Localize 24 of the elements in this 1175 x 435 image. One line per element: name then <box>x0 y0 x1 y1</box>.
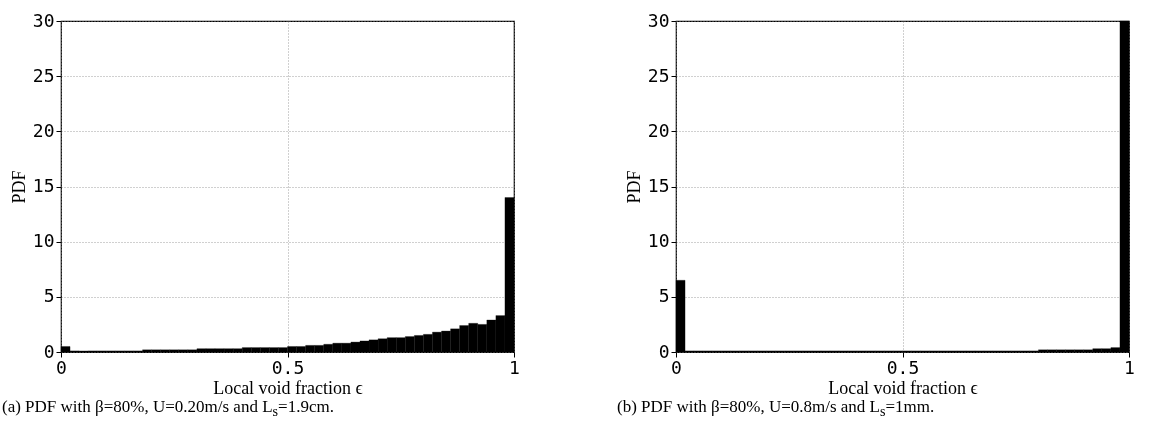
y-tick-label: 30 <box>32 9 55 31</box>
y-tick-label: 15 <box>32 175 55 196</box>
x-axis-title: Local void fraction ϵ <box>213 377 363 398</box>
x-tick-label: 1 <box>1124 356 1135 378</box>
y-tick-label: 30 <box>647 9 670 31</box>
text: (a) PDF with β=80%, U=0.20m/s and L$_{s}$=1.9cm. <box>2 397 335 421</box>
y-tick-label: 15 <box>647 175 670 196</box>
x-axis-title: Local void fraction ϵ <box>828 377 978 398</box>
y-tick-label: 5 <box>658 285 670 307</box>
y-axis-title: PDF <box>623 170 644 204</box>
y-tick-label: 25 <box>32 64 55 86</box>
y-tick-label: 10 <box>32 230 55 252</box>
y-tick-label: 0 <box>658 340 670 362</box>
y-tick-label: 10 <box>647 230 670 252</box>
x-tick-label: 1 <box>509 356 520 378</box>
y-tick-label: 5 <box>43 285 55 307</box>
y-tick-label: 0 <box>43 340 55 362</box>
text: (b) PDF with β=80%, U=0.8m/s and L$_{s}$=1mm. <box>617 397 936 421</box>
y-axis-title: PDF <box>8 170 29 204</box>
x-tick-label: 0.5 <box>271 356 305 378</box>
y-tick-label: 20 <box>32 119 55 141</box>
y-tick-label: 20 <box>647 119 670 141</box>
x-tick-label: 0.5 <box>886 356 920 378</box>
y-tick-label: 25 <box>647 64 670 86</box>
